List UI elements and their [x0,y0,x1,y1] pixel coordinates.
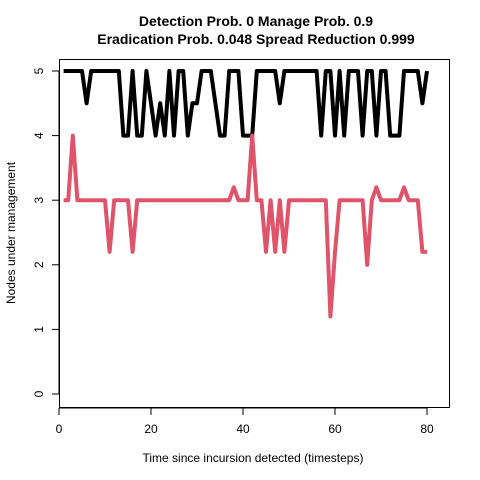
chart-title-line2: Eradication Prob. 0.048 Spread Reduction… [97,31,415,47]
chart-title-line1: Detection Prob. 0 Manage Prob. 0.9 [139,13,373,29]
series-line-1 [63,69,429,138]
x-axis: 0 20 40 60 80 [56,407,434,436]
y-tick-label: 4 [32,132,46,139]
y-tick-label: 2 [32,261,46,268]
x-tick-label: 40 [236,422,250,436]
x-tick-label: 80 [420,422,434,436]
series-layer [63,69,429,319]
y-tick-label: 0 [32,390,46,397]
series-line-2 [63,133,427,319]
y-axis: 0 1 2 3 4 5 [32,67,60,397]
x-tick-label: 60 [328,422,342,436]
y-tick-label: 1 [32,326,46,333]
x-tick-label: 0 [56,422,63,436]
x-tick-label: 20 [144,422,158,436]
y-tick-label: 5 [32,67,46,74]
x-axis-label: Time since incursion detected (timesteps… [143,451,364,465]
y-axis-label: Nodes under management [4,161,18,304]
y-tick-label: 3 [32,197,46,204]
